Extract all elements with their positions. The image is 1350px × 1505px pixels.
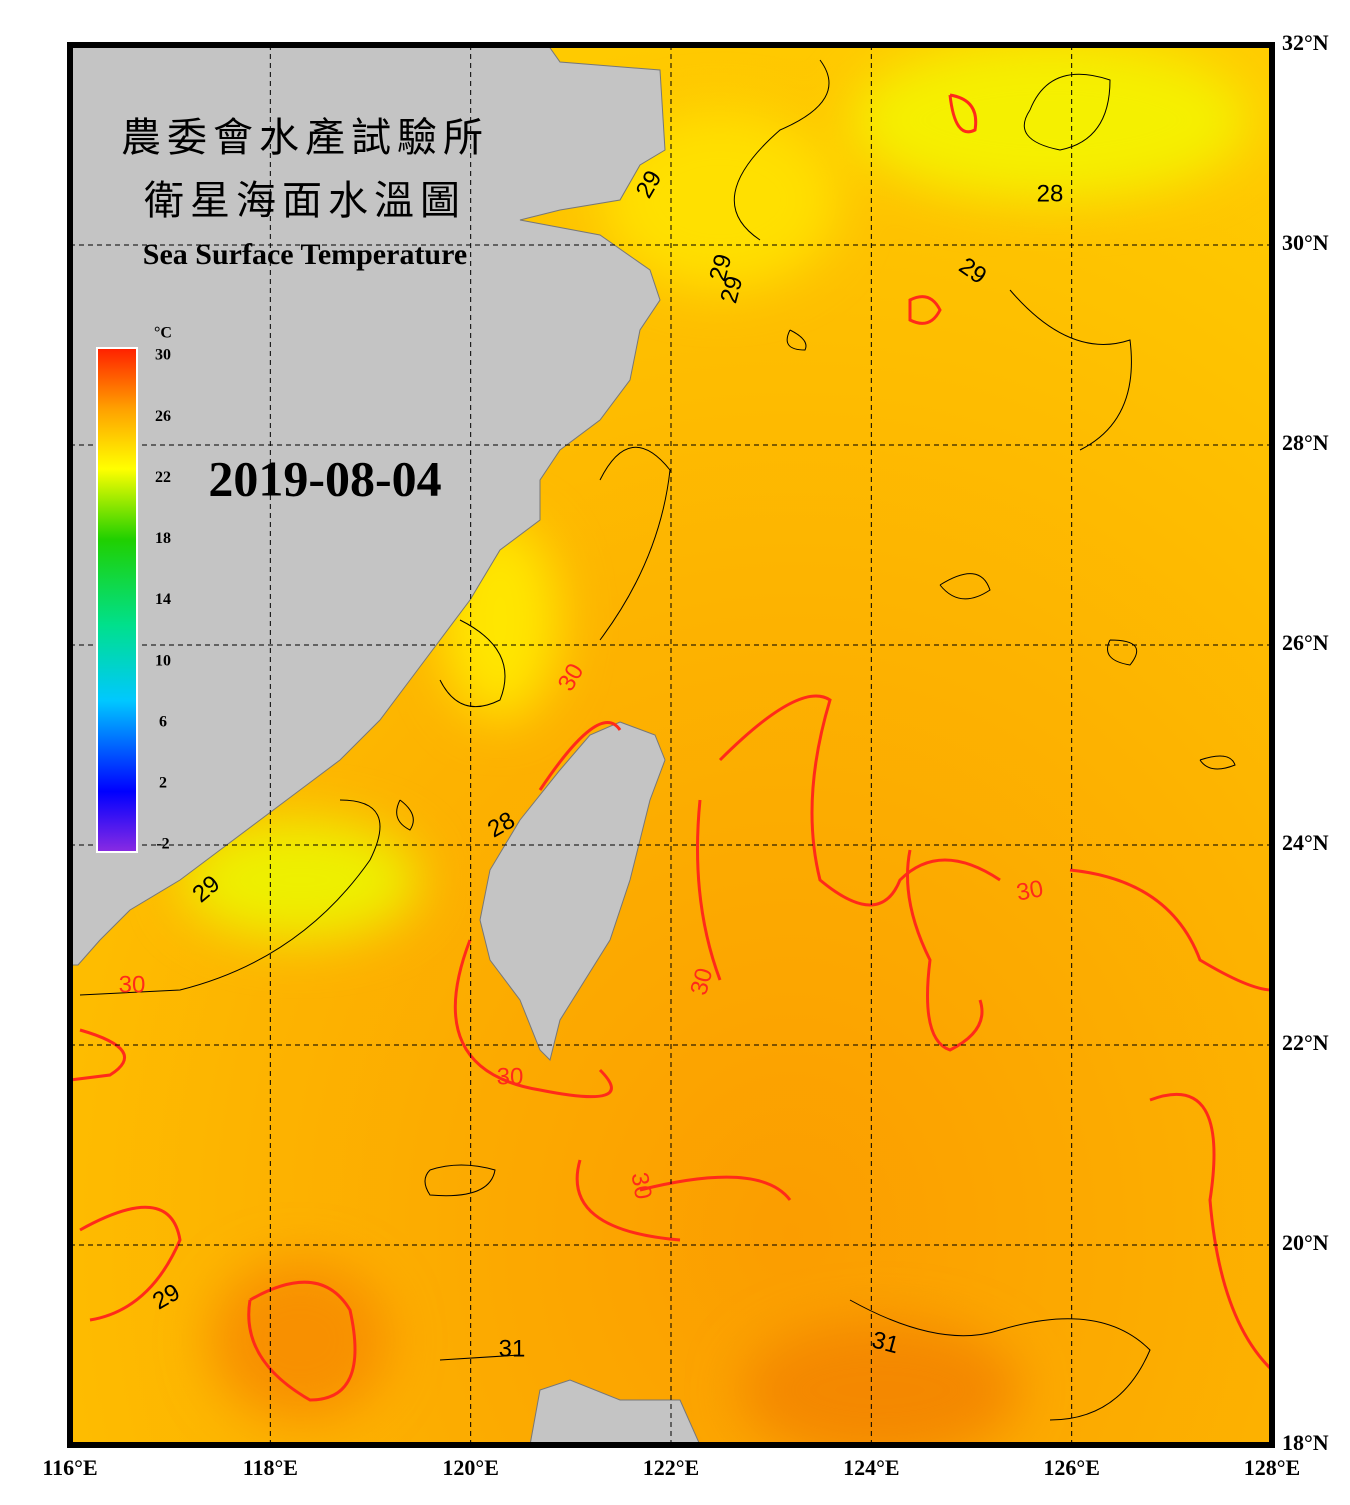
isotherm-other xyxy=(79,59,1236,1421)
title-zh: 農委會水產試驗所 xyxy=(121,115,489,160)
land-china xyxy=(70,45,666,966)
lon-tick-label: 124°E xyxy=(843,1455,899,1480)
contour-label: 31 xyxy=(499,1335,526,1362)
lat-tick-label: 26°N xyxy=(1282,630,1329,655)
colorbar xyxy=(96,347,138,853)
subtitle-zh: 衛星海面水溫圖 xyxy=(144,178,466,223)
contour-label: 30 xyxy=(497,1063,524,1090)
lat-tick-label: 30°N xyxy=(1282,230,1329,255)
colorbar-tick-label: 2 xyxy=(159,775,167,792)
lat-tick-label: 18°N xyxy=(1282,1430,1329,1455)
colorbar-tick-label: 14 xyxy=(155,591,171,608)
lat-tick-label: 28°N xyxy=(1282,430,1329,455)
lat-tick-label: 32°N xyxy=(1282,30,1329,55)
colorbar-tick-label: 10 xyxy=(155,652,171,669)
land-taiwan xyxy=(479,721,666,1061)
colorbar-tick-label: 22 xyxy=(155,469,171,486)
colorbar-tick-label: 6 xyxy=(159,713,167,730)
lon-tick-label: 126°E xyxy=(1043,1455,1099,1480)
land-luzon xyxy=(529,1379,701,1445)
graticule xyxy=(70,45,1272,1445)
lon-tick-label: 116°E xyxy=(42,1455,97,1480)
map-frame xyxy=(67,42,1275,1448)
colorbar-ticks: 30 26 22 18 14 10 6 2 -2 xyxy=(155,347,171,853)
contour-label: 30 xyxy=(626,1170,657,1201)
lon-tick-label: 120°E xyxy=(442,1455,498,1480)
sst-field xyxy=(180,45,1250,1445)
contour-label: 30 xyxy=(119,971,146,998)
title-en: Sea Surface Temperature xyxy=(143,238,467,271)
contour-label: 28 xyxy=(1037,180,1064,207)
colorbar-tick-label: 26 xyxy=(155,408,171,425)
isotherm-30 xyxy=(70,93,1272,1402)
lon-tick-label: 122°E xyxy=(643,1455,699,1480)
lat-tick-label: 22°N xyxy=(1282,1030,1329,1055)
date: 2019-08-04 xyxy=(208,450,441,506)
axes: 116°E 118°E 120°E 122°E 124°E 126°E 128°E18°N 2… xyxy=(42,30,1328,1480)
lat-tick-label: 24°N xyxy=(1282,830,1329,855)
colorbar-unit: °C xyxy=(154,325,172,342)
colorbar-tick-label: 18 xyxy=(155,530,171,547)
lon-tick-label: 128°E xyxy=(1244,1455,1300,1480)
lon-tick-label: 118°E xyxy=(243,1455,298,1480)
colorbar-tick-label: 30 xyxy=(155,347,171,364)
colorbar-tick-label: -2 xyxy=(156,836,169,853)
contour-label: 30 xyxy=(1014,875,1045,906)
lat-tick-label: 20°N xyxy=(1282,1230,1329,1255)
